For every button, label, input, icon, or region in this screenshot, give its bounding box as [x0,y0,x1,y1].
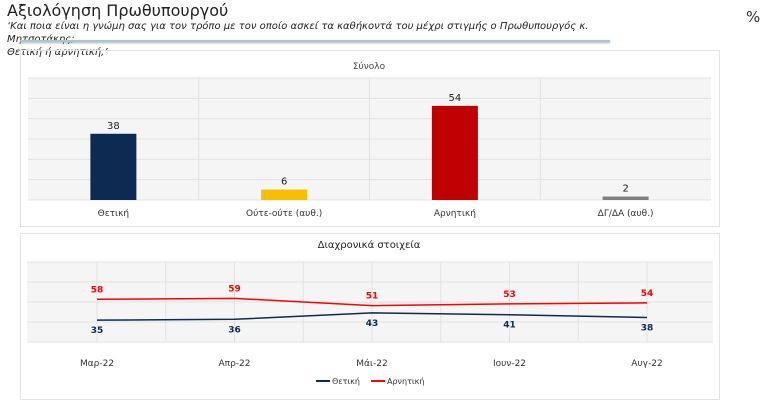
bar [261,189,308,200]
bar [431,105,478,200]
divider [20,40,610,42]
series-line-Θετική [96,312,648,321]
x-tick-label: Αυγ-22 [631,359,662,369]
data-label: 41 [503,321,516,331]
data-label: 51 [366,292,379,302]
question-line-2: Θετική ή αρνητική;’ [7,47,108,58]
legend-label: Θετική [332,377,360,386]
x-tick-label: Αρνητική [434,209,476,219]
x-tick-label: Απρ-22 [219,359,251,369]
survey-question: ‘Και ποια είναι η γνώμη σας για τον τρόπ… [7,20,657,59]
bar-chart-title: Σύνολο [353,61,386,72]
series-line-Αρνητική [96,297,648,307]
x-tick-label: Ούτε-ούτε (αυθ.) [246,208,322,219]
data-label: 35 [91,326,104,336]
data-label: 54 [449,93,462,104]
x-tick-label: Ιουν-22 [493,359,526,369]
bar [602,196,649,200]
line-chart-title: Διαχρονικά στοιχεία [318,239,421,251]
data-label: 6 [281,177,287,188]
x-tick-label: Μάι-22 [356,359,387,369]
data-label: 58 [91,285,104,295]
line-chart-panel [20,233,720,400]
data-label: 2 [622,184,628,195]
bar [90,133,137,200]
question-line-1: ‘Και ποια είναι η γνώμη σας για τον τρόπ… [7,21,589,45]
x-tick-label: Θετική [98,209,129,219]
page-title: Αξιολόγηση Πρωθυπουργού [7,1,229,20]
unit-label: % [746,8,761,26]
data-label: 38 [107,121,120,132]
x-tick-label: ΔΓ/ΔΑ (αυθ.) [598,209,654,219]
data-label: 54 [641,289,654,299]
data-label: 36 [228,325,241,335]
legend-label: Αρνητική [387,377,424,386]
data-label: 43 [366,319,379,329]
data-label: 38 [641,323,654,333]
data-label: 53 [503,290,516,300]
data-label: 59 [228,284,241,294]
x-tick-label: Μαρ-22 [80,359,114,369]
bar-chart-panel [20,50,720,227]
